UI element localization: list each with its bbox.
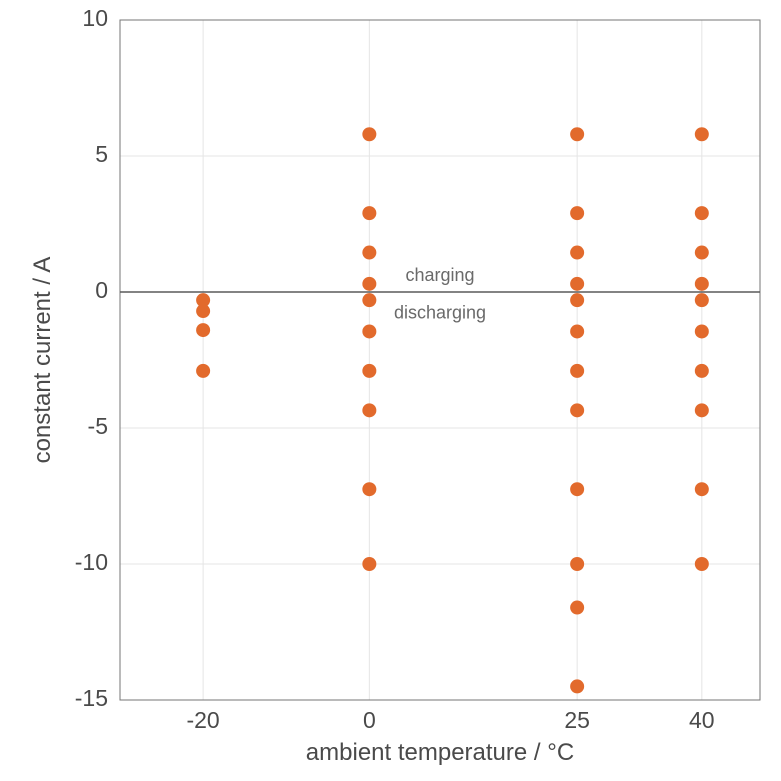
data-point [362,127,376,141]
data-point [570,364,584,378]
data-point [695,246,709,260]
data-point [570,403,584,417]
data-point [362,324,376,338]
x-tick-label: 25 [564,707,590,733]
data-point [695,557,709,571]
data-point [362,293,376,307]
y-tick-label: -5 [88,413,108,439]
data-point [362,482,376,496]
x-tick-label: 40 [689,707,715,733]
x-axis-label: ambient temperature / °C [306,739,574,766]
data-point [695,127,709,141]
scatter-chart: charging discharging -20 0 25 40 -15 -10 -5 0 5 10 a… [0,0,781,781]
data-point [570,601,584,615]
data-point [570,293,584,307]
data-point [362,403,376,417]
y-tick-label: -15 [75,685,108,711]
data-point [196,364,210,378]
data-point [362,557,376,571]
data-point [570,277,584,291]
data-point [362,206,376,220]
data-point [695,403,709,417]
data-point [196,304,210,318]
y-tick-label: 0 [95,277,108,303]
data-point [570,127,584,141]
data-point [362,277,376,291]
data-point [570,246,584,260]
data-point [695,482,709,496]
data-point [695,364,709,378]
chart-container: charging discharging -20 0 25 40 -15 -10 -5 0 5 10 a… [0,0,781,781]
x-tick-label: 0 [363,707,376,733]
y-tick-label: -10 [75,549,108,575]
charging-label: charging [405,265,474,285]
y-axis-label: constant current / A [29,257,56,464]
data-point [570,679,584,693]
data-point [695,206,709,220]
discharging-label: discharging [394,302,486,322]
data-point [570,206,584,220]
data-point [570,482,584,496]
y-tick-label: 5 [95,141,108,167]
data-point [362,364,376,378]
x-tick-label: -20 [186,707,219,733]
data-point [695,293,709,307]
data-point [695,277,709,291]
y-tick-label: 10 [82,5,108,31]
data-point [570,557,584,571]
data-point [362,246,376,260]
data-point [695,324,709,338]
data-point [196,323,210,337]
data-point [570,324,584,338]
